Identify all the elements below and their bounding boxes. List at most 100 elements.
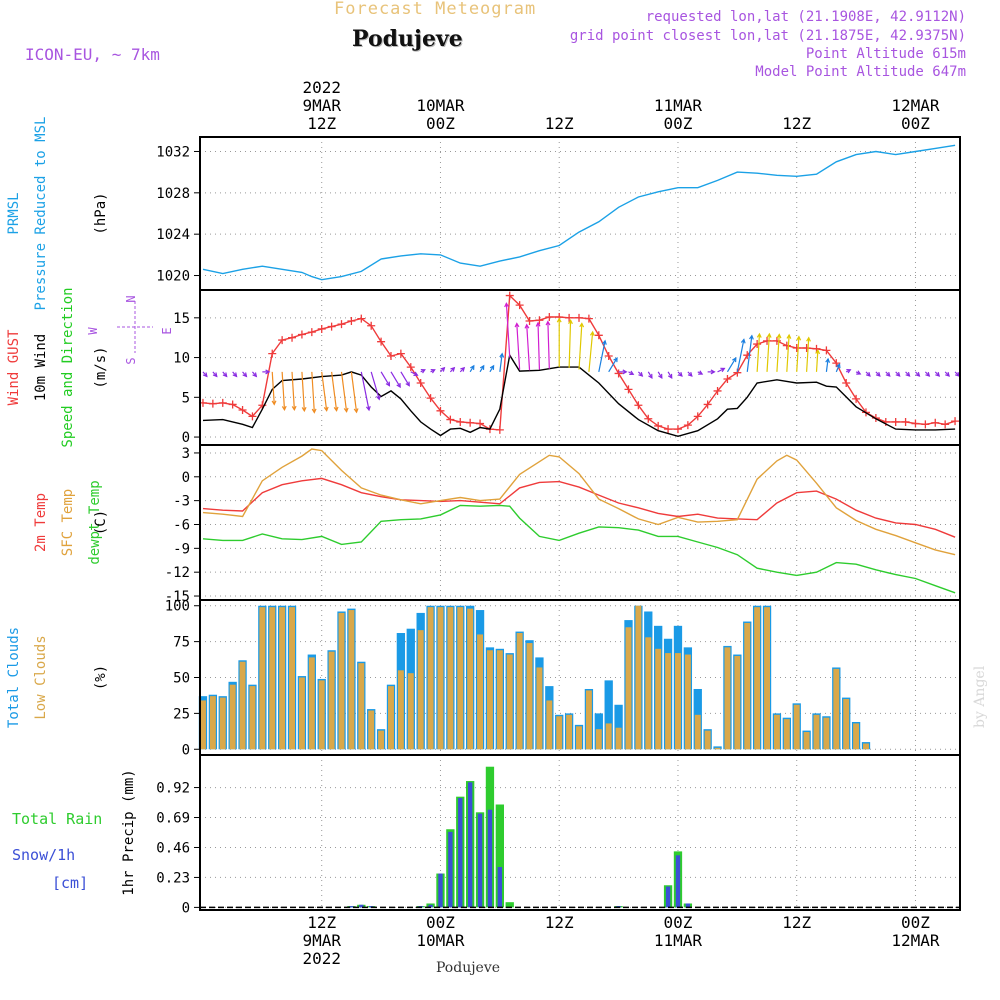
wind-arrow-head [343,407,349,413]
time-label-top: 11MAR [654,96,703,115]
gust-marker [416,379,425,387]
wind-arrow [598,340,606,372]
wind-arrow-head [589,330,595,336]
low-cloud-bar [447,607,454,750]
gust-marker [228,400,237,409]
wind-arrow-head [796,335,802,341]
y-tick-label: 75 [173,635,190,651]
wind-arrow-head [524,323,530,329]
wind-arrow [786,335,790,372]
wind-arrow [537,322,541,370]
wind-arrow [301,371,305,411]
wind-arrow [331,371,338,411]
low-cloud-bar [308,657,315,750]
wind-arrow-head [545,320,551,326]
gust-marker [386,351,395,360]
unit-label: (C) [93,510,109,535]
wind-arrow-head [776,333,782,339]
wind-arrow-head [375,395,381,401]
location-title: Podujeve [352,26,463,52]
low-cloud-bar [635,605,642,750]
gust-marker [515,301,524,310]
low-cloud-bar [536,667,543,750]
time-label-bottom: 11MAR [654,931,703,950]
time-label-top: 10MAR [416,96,465,115]
snow-bar [685,903,691,908]
low-cloud-bar [605,723,612,750]
gust-marker [466,418,475,427]
wind-arrow-head [885,371,891,377]
gust-marker [327,322,336,331]
wind-arrow-head [281,405,287,412]
wind-arrow [568,320,572,368]
wind-arrow [340,371,348,412]
wind-arrow-head [365,405,371,412]
wind-arrow-head [420,369,426,374]
time-label-bottom: 10MAR [416,931,465,950]
wind-arrow [516,323,521,370]
wind-arrow-head [687,371,693,377]
gust-marker [545,313,554,322]
wind-arrow-head [629,370,635,375]
series-line [202,504,956,594]
gust-marker [911,419,920,428]
gust-marker [337,320,346,329]
wind-arrow [806,337,810,372]
y-axis-label: PRMSL [6,192,22,234]
gust-marker [218,398,227,407]
wind-arrow-head [622,369,628,375]
gust-marker [782,341,791,350]
low-cloud-bar [328,651,335,750]
low-cloud-bar [833,668,840,750]
gust-marker [654,421,663,430]
wind-arrow-head [856,370,862,375]
low-cloud-bar [714,747,721,750]
time-label-top: 12Z [782,114,811,133]
wind-arrow-head [710,369,716,375]
y-tick-label: -12 [165,565,190,581]
low-cloud-bar [744,622,751,750]
low-cloud-bar [764,607,770,750]
wind-arrow-head [698,370,704,375]
gust-marker [396,349,405,358]
wind-arrow [350,371,358,413]
time-label-top: 12Z [545,114,574,133]
gust-marker [208,399,217,408]
time-label-top: 9MAR [302,96,341,115]
low-cloud-bar [704,730,711,750]
gust-marker [772,336,781,345]
gust-marker [594,331,603,340]
low-cloud-bar [625,627,632,750]
compass-legend: N S W E [86,295,174,364]
y-tick-label: 25 [173,706,190,722]
gust-marker [951,417,960,426]
wind-arrow [321,371,328,411]
wind-arrow-head [667,373,673,379]
wind-arrow-head [915,371,921,377]
wind-arrow-head [323,406,329,412]
y-tick-label: 0 [182,742,190,758]
panel-frame [199,754,961,911]
y-axis-label: SFC Temp [60,489,76,556]
wind-arrow [390,371,401,388]
low-cloud-bar [556,716,563,750]
series-line [202,144,956,281]
y-tick-label: -6 [173,517,190,533]
low-cloud-bar [793,704,800,750]
wind-arrow [746,335,753,372]
low-cloud-bar [724,647,731,750]
gust-marker [357,314,366,323]
low-cloud-bar [239,661,246,750]
time-label-top: 00Z [426,114,455,133]
credit-watermark: by Angel [972,665,988,728]
y-tick-label: 1032 [156,144,190,160]
snow-bar [448,831,453,908]
wind-arrow-head [749,334,754,340]
time-label-top: 00Z [901,114,930,133]
y-tick-label: -3 [173,494,190,510]
low-cloud-bar [675,653,681,750]
requested-coords: requested lon,lat (21.1908E, 42.9112N) [645,9,966,25]
low-cloud-bar [318,680,325,750]
rain-bar [495,804,504,908]
